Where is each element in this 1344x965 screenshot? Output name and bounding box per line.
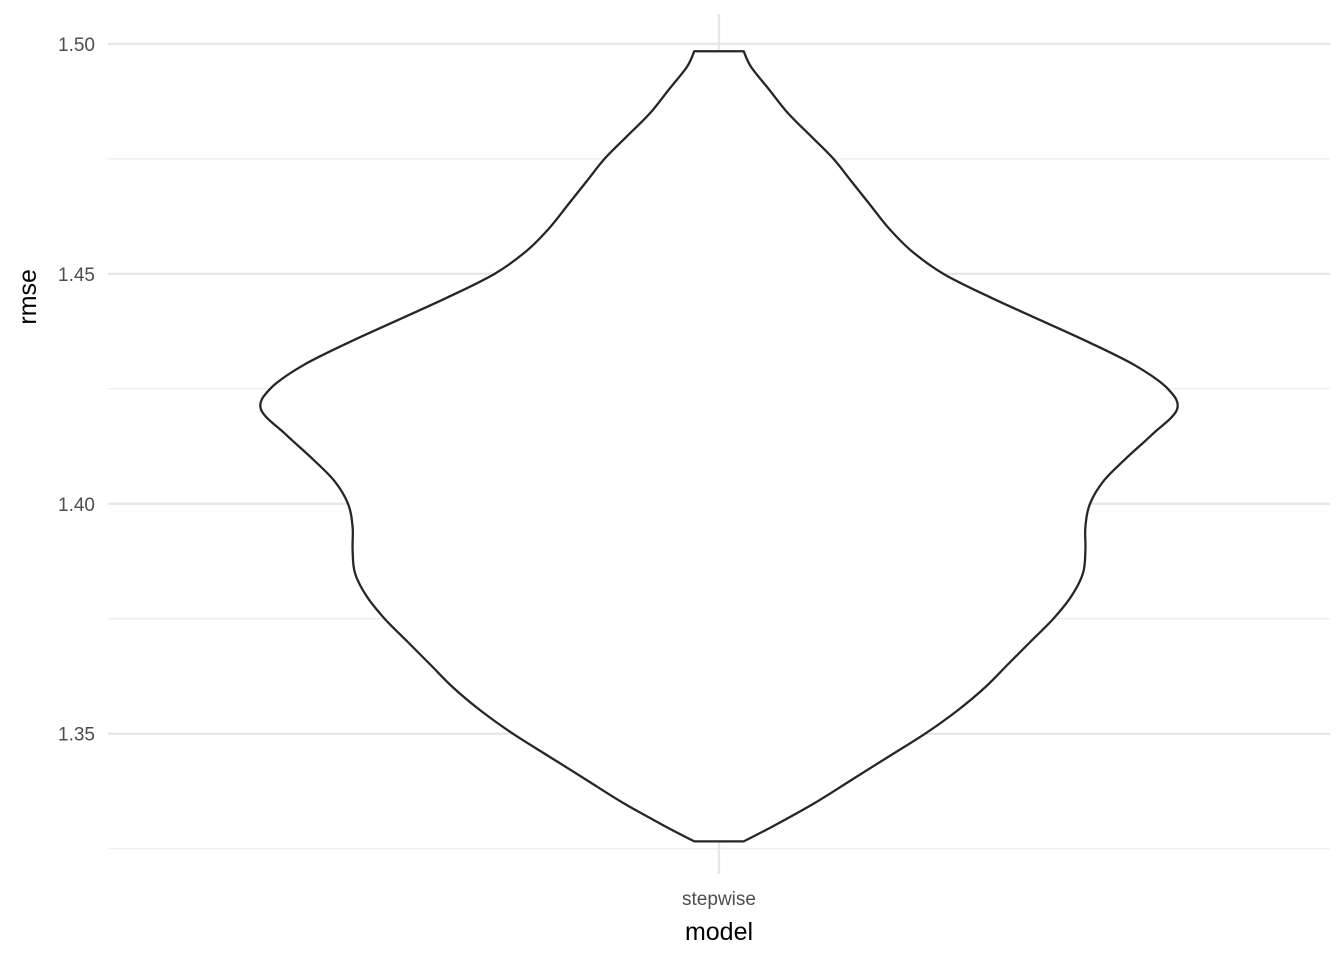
y-tick-label: 1.45 [58, 265, 95, 286]
x-axis-title: model [685, 918, 753, 946]
violin-layer [259, 50, 1179, 843]
x-tick-label: stepwise [682, 889, 756, 910]
y-tick-label: 1.35 [58, 725, 95, 746]
y-axis-title: rmse [14, 269, 42, 325]
violin-stepwise [259, 50, 1179, 843]
tick-label-layer: 1.35 1.40 1.45 1.50 stepwise [58, 35, 756, 910]
y-tick-label: 1.50 [58, 35, 95, 56]
y-tick-label: 1.40 [58, 495, 95, 516]
